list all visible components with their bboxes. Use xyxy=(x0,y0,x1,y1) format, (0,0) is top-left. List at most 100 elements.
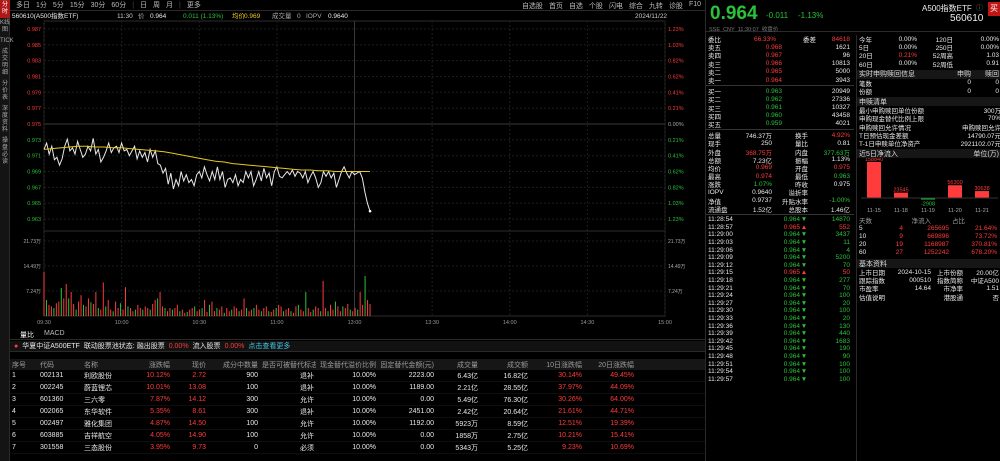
period-tab[interactable]: 多日 xyxy=(16,2,30,9)
table-row[interactable]: 3 601360 三六零 7.87% 14.12 300 允许 10.00% 0.00 5.49亿… xyxy=(10,394,705,406)
tool-button[interactable]: 闪电 xyxy=(608,3,623,10)
tick-time: 11:29:42 xyxy=(708,337,733,345)
buy-button[interactable]: 买 xyxy=(988,2,1000,16)
table-row[interactable]: 5 002497 雅化集团 4.87% 14.50 100 允许 10.00% 1192.00 5… xyxy=(10,418,705,430)
column-header[interactable]: 序号 xyxy=(12,361,26,369)
ask-row[interactable]: 卖四 0.967 96 xyxy=(706,51,854,61)
period-tab[interactable]: 周 xyxy=(153,2,161,9)
tool-button[interactable]: 个股 xyxy=(588,3,603,10)
volume-bar xyxy=(78,301,80,316)
table-row[interactable]: 7 301558 三态股份 3.95% 9.73 0 必须 10.00% 0.00 5343万 5.… xyxy=(10,442,705,454)
vol-value: 0 xyxy=(297,13,301,20)
ask-row[interactable]: 卖五 0.968 1621 xyxy=(706,43,854,53)
bid-row[interactable]: 买二 0.962 27336 xyxy=(706,95,854,105)
tool-button[interactable]: 首页 xyxy=(548,3,563,10)
side-tab[interactable]: K线图 xyxy=(0,20,11,33)
volume-bar xyxy=(250,309,252,316)
realtime-section-header: 实时申购赎回信息 申购 赎回 xyxy=(857,69,1000,79)
column-header[interactable]: 成交量 xyxy=(457,361,478,369)
ask-row[interactable]: 卖二 0.965 5000 xyxy=(706,68,854,77)
down-arrow-icon: ▼ xyxy=(800,345,808,353)
volume-bar xyxy=(149,309,151,316)
column-header[interactable]: 现金替代溢价比例 xyxy=(320,361,376,369)
column-header[interactable]: 20日涨跌幅 xyxy=(598,361,634,369)
column-header[interactable]: 固定替代金额(元) xyxy=(380,361,434,369)
bid-row[interactable]: 买一 0.963 20949 xyxy=(706,87,854,97)
tool-button[interactable]: F10 xyxy=(688,1,701,8)
volume-bar xyxy=(339,311,341,316)
table-row[interactable]: 1 002131 利欧股份 10.12% 2.72 900 退补 10.00% 2223.00 6… xyxy=(10,370,705,382)
side-tab[interactable]: 分价表 xyxy=(1,81,8,101)
table-cell: 21.61% xyxy=(558,408,582,415)
ask-row[interactable]: 卖三 0.966 10813 xyxy=(706,60,854,69)
tool-button[interactable]: 自选 xyxy=(568,3,583,10)
volume-bar xyxy=(218,309,220,316)
table-row[interactable]: 2 002245 蔚蓝锂芯 10.01% 13.08 100 退补 10.00% 1189.00… xyxy=(10,382,705,394)
volume-bar xyxy=(196,311,198,316)
tool-button[interactable]: 综合 xyxy=(628,3,643,10)
tick-price: 0.964 xyxy=(783,299,800,307)
down-arrow-icon: ▼ xyxy=(800,239,808,247)
tool-button[interactable]: 自选股 xyxy=(521,3,543,10)
tick-row: 11:29:00 0.964 ▼ 3437 xyxy=(706,231,854,239)
volume-bar xyxy=(344,308,346,316)
table-row[interactable]: 6 603885 吉祥航空 4.05% 14.90 100 允许 10.00% 0.00 1858… xyxy=(10,430,705,442)
period-tab[interactable]: 更多 xyxy=(186,2,201,9)
column-header[interactable]: 涨跌幅 xyxy=(149,361,170,369)
column-header[interactable]: 是否可被替代标志 xyxy=(262,361,316,369)
ret-days: 10 xyxy=(859,233,867,241)
realtime-row: 笔数 0 0 xyxy=(857,79,1000,88)
table-row[interactable]: 4 002065 东华软件 5.35% 8.61 300 退补 10.00% 2451.00 2.… xyxy=(10,406,705,418)
volume-bar xyxy=(300,309,302,316)
side-tab[interactable]: 分时 xyxy=(0,0,10,18)
side-tab[interactable]: 成交明细 xyxy=(1,49,8,76)
column-header[interactable]: 代码 xyxy=(40,361,54,369)
tool-button[interactable]: 九转 xyxy=(648,3,663,10)
tool-button[interactable]: 诊股 xyxy=(668,3,683,10)
more-link[interactable]: 点击查看更多 xyxy=(248,343,291,350)
volume-bar xyxy=(315,306,317,316)
period-tab[interactable]: 5分 xyxy=(52,2,64,9)
bid-row[interactable]: 买三 0.961 10327 xyxy=(706,104,854,113)
side-tab[interactable]: 深度资料 xyxy=(1,106,8,133)
table-header: 序号 代码 名称 涨跌幅 现价 成分中数量 是否可被替代标志 现金替代溢价比例 固定替代金额(元… xyxy=(10,359,705,370)
period-tab[interactable]: 1分 xyxy=(36,2,47,9)
bid-row[interactable]: 买四 0.960 43458 xyxy=(706,112,854,121)
period-tab[interactable]: 15分 xyxy=(69,2,85,9)
fund-name: A500指数ETF xyxy=(922,4,972,13)
side-tab[interactable]: TICK xyxy=(0,38,14,44)
volume-bar xyxy=(45,300,47,316)
order-book: 委比 66.33% 委差 84618 卖五 0.968 1621 卖四 0.967 96 卖三 0.9… xyxy=(706,35,854,383)
tick-price: 0.964 xyxy=(783,314,800,322)
column-header[interactable]: 成分中数量 xyxy=(223,361,258,369)
volume-bar xyxy=(122,309,124,316)
column-header[interactable]: 成交额 xyxy=(507,361,528,369)
table-cell: 9.23% xyxy=(562,444,582,451)
column-header[interactable]: 现价 xyxy=(192,361,206,369)
side-tab[interactable]: 操盘必读 xyxy=(1,138,8,165)
table-cell: 允许 xyxy=(300,420,314,428)
period-tab[interactable]: 日 xyxy=(140,2,148,9)
inflow-date-label: 11-15 xyxy=(867,208,881,214)
period-tab[interactable]: 60分 xyxy=(111,2,127,9)
currency: CNY xyxy=(723,27,735,33)
basic-label: 港股通 xyxy=(943,294,964,302)
tab-macd[interactable]: MACD xyxy=(44,330,65,337)
y-pct-tick-label: 0.41% xyxy=(668,90,684,96)
column-header[interactable]: 10日涨跌幅 xyxy=(546,361,582,369)
y-pct-tick-label: 1.23% xyxy=(668,217,684,223)
period-tab[interactable]: 月 xyxy=(166,2,174,9)
y-tick-label: 0.981 xyxy=(27,74,41,80)
tick-price: 0.964 xyxy=(783,246,800,254)
tab-volume-ratio[interactable]: 量比 xyxy=(20,332,34,339)
intraday-chart[interactable]: 560610(A500指数ETF) 11:30 价 0.964 0.011 (1.13%… xyxy=(10,11,705,326)
column-header[interactable]: 名称 xyxy=(84,361,98,369)
separator: | xyxy=(179,1,181,9)
bid-row[interactable]: 买五 0.959 4021 xyxy=(706,120,854,129)
period-tab[interactable]: 30分 xyxy=(90,2,106,9)
volume-bar xyxy=(189,309,191,316)
ask-row[interactable]: 卖一 0.964 3943 xyxy=(706,76,854,86)
volume-bar xyxy=(263,308,265,316)
info-icon[interactable]: ⓘ xyxy=(976,5,983,12)
tick-time: 11:29:18 xyxy=(708,276,733,284)
